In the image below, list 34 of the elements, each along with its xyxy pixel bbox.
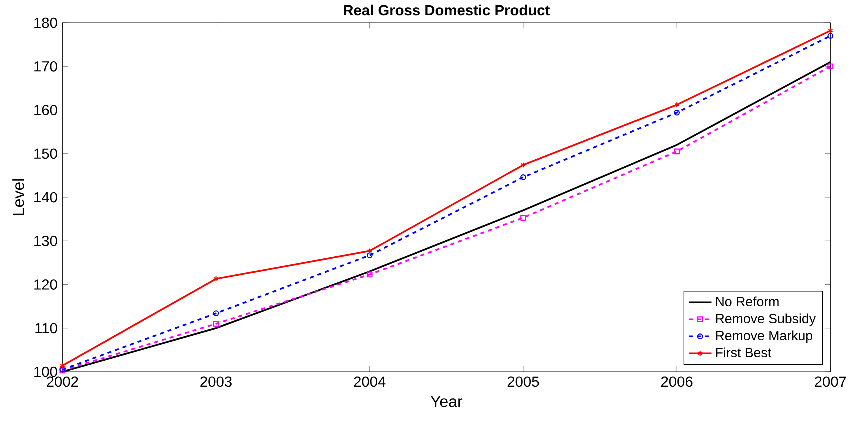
point	[213, 321, 220, 327]
x-tick-label: 2006	[661, 376, 693, 388]
chart-title: Real Gross Domestic Product	[344, 4, 550, 16]
y-tick-label: 150	[34, 148, 58, 160]
point	[366, 272, 373, 278]
point	[520, 162, 526, 168]
y-axis-title: Level	[12, 179, 24, 216]
point	[674, 110, 680, 116]
point	[674, 148, 680, 155]
legend-label: No Reform	[716, 296, 779, 307]
y-tick-label: 110	[36, 323, 58, 334]
y-tick-label: 120	[34, 280, 58, 290]
y-tick-label: 130	[34, 236, 58, 246]
x-tick-label: 2004	[354, 376, 386, 388]
point	[520, 174, 526, 180]
point	[828, 64, 834, 70]
point	[366, 252, 373, 258]
y-tick-label: 100	[34, 366, 58, 378]
y-tick-label: 170	[34, 61, 58, 72]
y-tick-label: 140	[34, 192, 58, 203]
x-axis-title: Year	[430, 396, 463, 408]
legend-label: Remove Subsidy	[716, 314, 816, 326]
legend-label: First Best	[716, 348, 772, 358]
legend-label: Remove Markup	[716, 330, 813, 344]
point	[828, 33, 834, 40]
point	[213, 310, 220, 316]
point	[674, 102, 680, 108]
x-tick-label: 2003	[200, 376, 232, 388]
x-tick-label: 2002	[47, 376, 78, 388]
y-tick-label: 180	[34, 18, 58, 28]
y-tick-label: 160	[34, 105, 58, 116]
x-tick-label: 2005	[508, 376, 540, 388]
point	[520, 215, 526, 221]
x-tick-label: 2007	[815, 376, 846, 388]
